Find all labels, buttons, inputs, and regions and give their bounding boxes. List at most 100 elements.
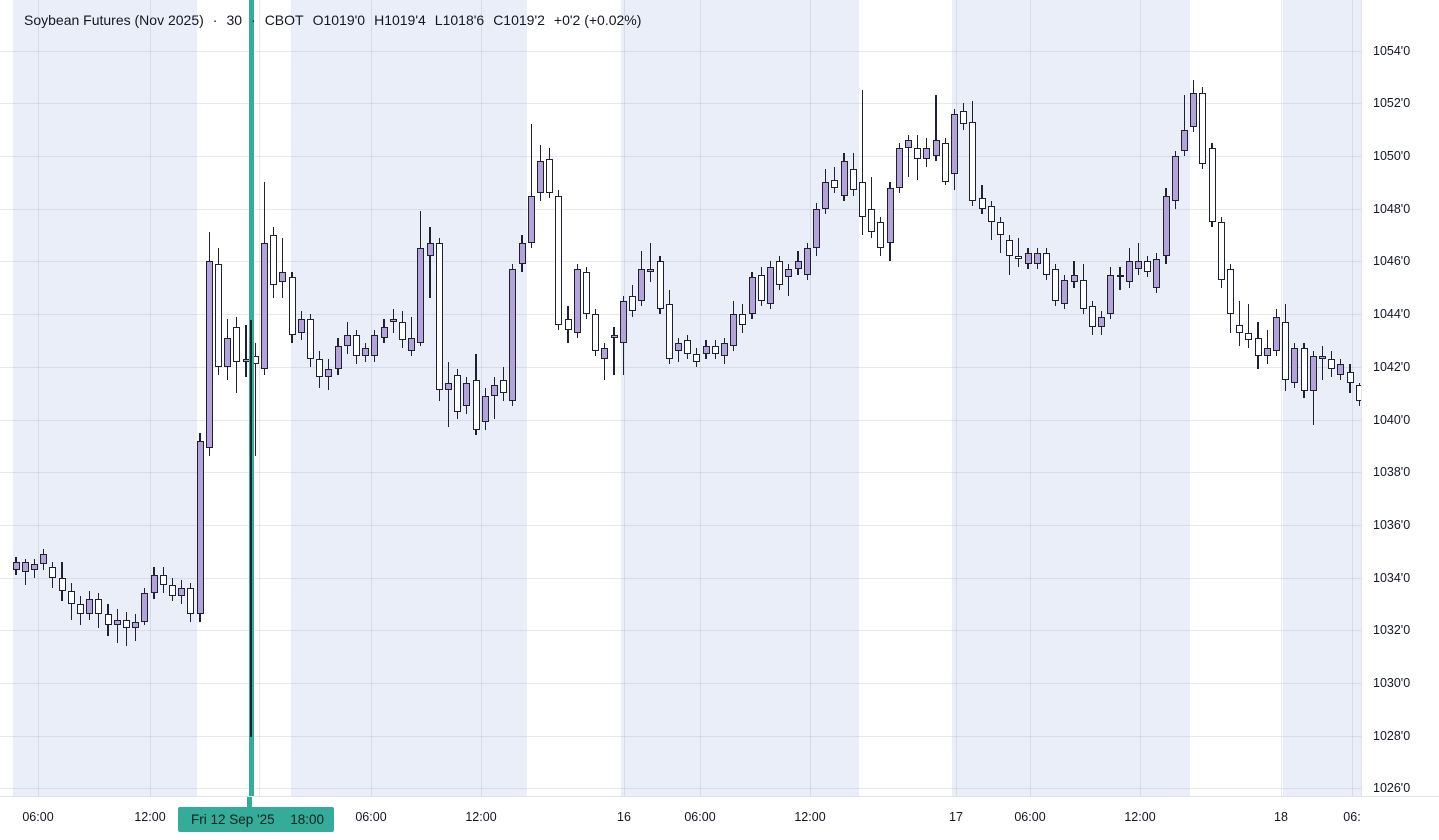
candle-wick bbox=[282, 237, 284, 299]
candle bbox=[279, 271, 287, 283]
h-gridline bbox=[0, 367, 1361, 368]
candle bbox=[463, 382, 471, 407]
exchange-name: CBOT bbox=[264, 12, 304, 28]
candle bbox=[638, 269, 646, 301]
candle bbox=[628, 295, 636, 312]
price-axis-label: 1044'0 bbox=[1373, 307, 1411, 321]
candle-wick bbox=[1018, 237, 1020, 267]
candle bbox=[113, 619, 121, 626]
candle bbox=[1337, 364, 1345, 375]
candle bbox=[426, 242, 434, 257]
candle bbox=[776, 261, 784, 286]
symbol-legend[interactable]: Soybean Futures (Nov 2025) · 30 · CBOT O… bbox=[24, 12, 641, 28]
candle-wick bbox=[935, 95, 937, 162]
vertical-line-drawing[interactable] bbox=[250, 320, 252, 737]
candle bbox=[932, 140, 940, 156]
candle bbox=[352, 335, 360, 357]
candle bbox=[647, 269, 655, 272]
candle bbox=[472, 379, 480, 431]
time-axis-date-badge[interactable]: Fri 12 Sep '25 18:00 bbox=[178, 797, 334, 832]
h-gridline bbox=[0, 156, 1361, 157]
candle-wick bbox=[530, 124, 532, 249]
h-gridline bbox=[0, 630, 1361, 631]
h-gridline bbox=[0, 209, 1361, 210]
candle bbox=[362, 348, 370, 357]
time-axis[interactable]: Fri 12 Sep '25 18:00 06:00 12:00 06:00 12:0… bbox=[0, 796, 1439, 840]
candle-wick bbox=[788, 264, 790, 296]
h-gridline bbox=[0, 261, 1361, 262]
price-axis-label: 1028'0 bbox=[1373, 729, 1411, 743]
candle bbox=[1208, 148, 1216, 222]
candle bbox=[546, 158, 554, 193]
session-band bbox=[291, 0, 527, 796]
v-gridline bbox=[1281, 0, 1282, 796]
candle-wick bbox=[604, 343, 606, 380]
candle bbox=[1263, 348, 1271, 357]
candle bbox=[49, 567, 57, 578]
time-axis-label: 16 bbox=[617, 810, 631, 824]
v-gridline bbox=[150, 0, 151, 796]
candle bbox=[785, 269, 793, 278]
h-gridline bbox=[0, 525, 1361, 526]
candle bbox=[1180, 129, 1188, 151]
candle bbox=[702, 345, 710, 354]
candle bbox=[518, 242, 526, 265]
candle bbox=[904, 140, 912, 149]
candle bbox=[1042, 253, 1050, 275]
candle bbox=[122, 619, 130, 628]
candle-wick bbox=[1266, 329, 1268, 365]
price-axis-label: 1054'0 bbox=[1373, 44, 1411, 58]
candle bbox=[564, 319, 572, 330]
v-gridline bbox=[1140, 0, 1141, 796]
session-band bbox=[13, 0, 197, 796]
candle-wick bbox=[116, 609, 118, 644]
v-gridline bbox=[1352, 0, 1353, 796]
candle bbox=[1318, 356, 1326, 359]
candle bbox=[711, 345, 719, 354]
candle bbox=[868, 208, 876, 233]
interval-value: 30 bbox=[226, 12, 243, 28]
candle bbox=[490, 385, 498, 396]
candle-wick bbox=[24, 559, 26, 586]
candle-wick bbox=[1137, 242, 1140, 275]
candle-wick bbox=[1321, 345, 1324, 380]
h-gridline bbox=[0, 736, 1361, 737]
candle bbox=[1355, 385, 1361, 402]
price-axis-label: 1030'0 bbox=[1373, 676, 1411, 690]
candle bbox=[877, 221, 885, 249]
candle bbox=[794, 261, 802, 270]
h-gridline bbox=[0, 472, 1361, 473]
candle-wick bbox=[1248, 303, 1250, 349]
badge-tick bbox=[247, 797, 252, 807]
session-band bbox=[952, 0, 1190, 796]
candle bbox=[187, 588, 195, 615]
price-axis-label: 1036'0 bbox=[1373, 518, 1411, 532]
candle-wick bbox=[410, 316, 413, 357]
candle bbox=[527, 195, 535, 243]
time-axis-label: 17 bbox=[949, 810, 963, 824]
candle bbox=[168, 585, 176, 597]
h-gridline bbox=[0, 314, 1361, 315]
price-axis[interactable]: 1054'0 1052'0 1050'0 1048'0 1046'0 1044'0 1042… bbox=[1361, 0, 1439, 796]
candle bbox=[619, 300, 627, 344]
candle bbox=[316, 358, 324, 378]
candle bbox=[601, 348, 609, 359]
candle bbox=[481, 395, 489, 423]
candlestick-chart[interactable] bbox=[0, 0, 1361, 796]
candle bbox=[1006, 240, 1014, 257]
candle bbox=[1291, 348, 1299, 383]
h-gridline bbox=[0, 578, 1361, 579]
candle bbox=[224, 337, 232, 367]
candle bbox=[454, 374, 462, 412]
candle bbox=[1217, 221, 1225, 280]
candle bbox=[178, 588, 186, 597]
low-value: L1018'6 bbox=[434, 12, 485, 28]
candle-wick bbox=[613, 327, 615, 375]
time-axis-label: 12:00 bbox=[134, 810, 166, 824]
candle bbox=[132, 622, 140, 628]
badge-time: 18:00 bbox=[290, 812, 324, 827]
candle bbox=[1309, 356, 1317, 391]
candle-wick bbox=[447, 361, 450, 428]
close-value: C1019'2 bbox=[493, 12, 545, 28]
price-axis-label: 1038'0 bbox=[1373, 465, 1411, 479]
